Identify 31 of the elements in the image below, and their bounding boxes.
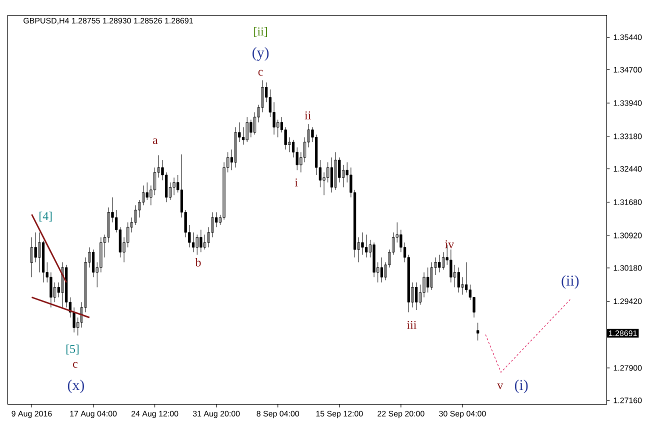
annotation: iv	[445, 240, 454, 248]
annotation: a	[152, 138, 158, 144]
candlestick	[415, 282, 418, 310]
candlestick	[476, 322, 480, 341]
annotation: i	[294, 178, 298, 186]
annotation: iii	[406, 320, 416, 329]
candlestick	[200, 229, 202, 252]
annotation: (ii)	[562, 275, 579, 289]
candlestick	[196, 234, 198, 255]
candlestick	[438, 254, 441, 272]
candlestick	[234, 126, 237, 168]
annotation: v	[497, 383, 504, 389]
annotation: [4]	[40, 212, 52, 222]
annotation: ii	[304, 111, 311, 120]
annotation: [5]	[66, 344, 79, 354]
annotation: (y)	[252, 46, 269, 61]
candlestick	[246, 116, 248, 142]
annotation: c	[72, 362, 78, 368]
candlestick	[380, 256, 384, 282]
annotation: [ii]	[254, 26, 267, 37]
candlestick	[334, 152, 337, 190]
annotation: c	[258, 70, 263, 76]
candlestick	[365, 234, 368, 258]
annotation: b	[195, 258, 201, 266]
candlestick	[430, 262, 434, 290]
candlestick	[457, 267, 460, 293]
candlestick	[72, 306, 76, 332]
candlestick	[61, 262, 64, 308]
annotation: (x)	[68, 379, 84, 393]
annotation: (i)	[514, 379, 528, 393]
candlestick	[30, 236, 34, 278]
